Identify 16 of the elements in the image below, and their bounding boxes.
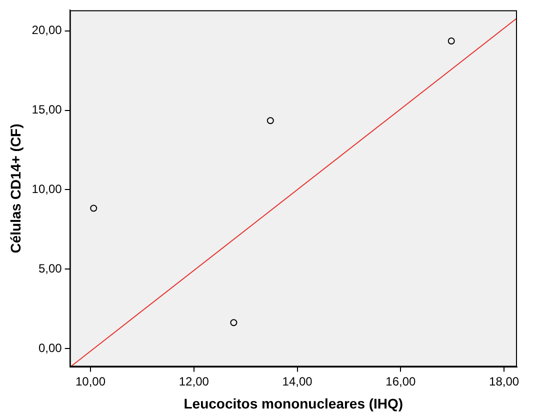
x-axis-title: Leucocitos mononucleares (IHQ) — [184, 395, 404, 412]
x-tick-label: 14,00 — [282, 374, 313, 388]
point — [90, 204, 98, 212]
y-tick-label: 5,00 — [38, 261, 62, 276]
point — [230, 319, 238, 326]
y-tick-label: 15,00 — [32, 102, 62, 117]
point — [448, 38, 455, 45]
point — [266, 117, 274, 124]
y-tick-label: 10,00 — [32, 182, 62, 196]
x-tick-label: 18,00 — [489, 374, 520, 388]
y-tick-label: 20,00 — [32, 23, 62, 38]
x-tick-label: 12,00 — [178, 374, 210, 388]
y-tick-label: 0,00 — [38, 340, 62, 355]
x-tick-label: 10,00 — [75, 374, 106, 388]
x-tick-label: 16,00 — [386, 374, 416, 388]
y-axis-title: Células CD14+ (CF) — [7, 124, 24, 254]
